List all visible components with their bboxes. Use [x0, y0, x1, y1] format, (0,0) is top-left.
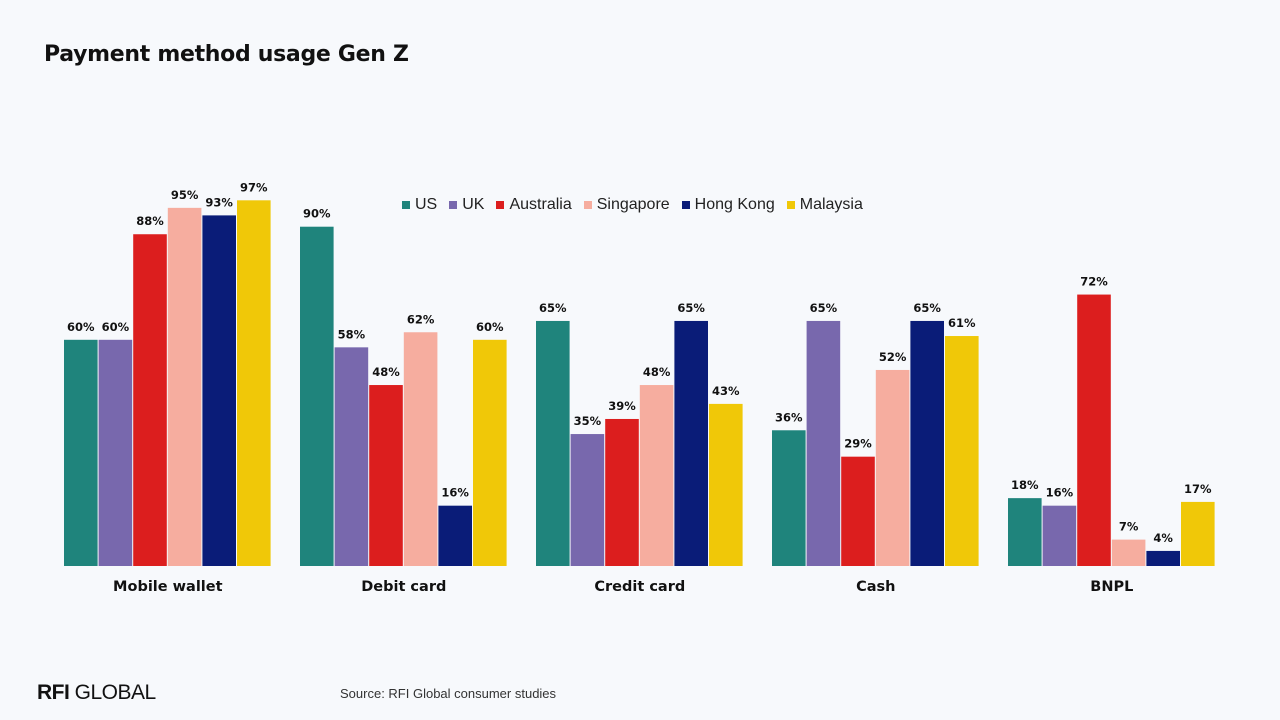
data-label: 61% — [948, 316, 976, 330]
data-label: 36% — [775, 410, 803, 424]
data-label: 43% — [712, 384, 740, 398]
chart-title: Payment method usage Gen Z — [44, 42, 409, 67]
bar-debit-card-us — [300, 226, 334, 566]
bar-debit-card-malaysia — [473, 339, 507, 566]
x-tick-label: Credit card — [594, 579, 685, 595]
bar-bnpl-hong-kong — [1146, 550, 1180, 566]
bar-cash-uk — [806, 320, 841, 566]
bar-mobile-wallet-australia — [133, 234, 167, 567]
bar-credit-card-uk — [570, 434, 605, 566]
legend-swatch — [583, 201, 592, 209]
bar-mobile-wallet-singapore — [167, 207, 202, 566]
bar-mobile-wallet-us — [64, 339, 98, 566]
bar-credit-card-singapore — [639, 385, 674, 566]
data-label: 29% — [844, 437, 872, 451]
data-label: 4% — [1153, 531, 1173, 545]
data-label: 97% — [240, 180, 268, 194]
bar-cash-malaysia — [945, 336, 979, 566]
legend-swatch — [496, 201, 505, 209]
x-tick-label: BNPL — [1090, 579, 1133, 595]
legend-swatch — [786, 201, 795, 209]
bar-mobile-wallet-malaysia — [237, 200, 271, 566]
data-label: 17% — [1184, 482, 1212, 496]
bar-cash-singapore — [875, 369, 910, 566]
legend-swatch — [681, 201, 690, 209]
data-label: 60% — [67, 320, 95, 334]
data-label: 35% — [574, 414, 602, 428]
data-label: 90% — [303, 207, 331, 221]
logo-bold-text: RFI — [37, 681, 70, 704]
legend-label: Hong Kong — [694, 196, 775, 213]
bar-debit-card-uk — [334, 347, 369, 566]
bar-credit-card-hong-kong — [674, 320, 708, 566]
data-label: 16% — [1046, 486, 1074, 500]
data-label: 18% — [1011, 478, 1039, 492]
bar-credit-card-malaysia — [709, 403, 743, 566]
legend-item: Hong Kong — [681, 196, 775, 214]
bar-cash-us — [772, 430, 806, 566]
bar-mobile-wallet-uk — [98, 339, 133, 566]
data-label: 65% — [677, 301, 705, 315]
data-label: 48% — [372, 365, 400, 379]
data-label: 52% — [879, 350, 907, 364]
data-label: 58% — [338, 327, 366, 341]
legend-swatch — [449, 201, 458, 209]
data-label: 16% — [441, 486, 469, 500]
data-label: 65% — [810, 301, 838, 315]
data-label: 48% — [643, 365, 671, 379]
data-label: 88% — [136, 214, 164, 228]
legend-item: Singapore — [583, 196, 670, 214]
bar-mobile-wallet-hong-kong — [202, 215, 236, 566]
bar-debit-card-singapore — [403, 332, 438, 566]
data-label: 65% — [539, 301, 567, 315]
data-label: 62% — [407, 312, 435, 326]
legend-label: Singapore — [596, 196, 670, 213]
rfi-global-logo: RFI GLOBAL — [37, 681, 156, 705]
bar-bnpl-malaysia — [1181, 501, 1215, 566]
data-label: 39% — [608, 399, 636, 413]
legend-label: Australia — [509, 196, 572, 213]
bar-credit-card-us — [536, 320, 570, 566]
bar-bnpl-australia — [1077, 294, 1111, 566]
data-label: 95% — [171, 188, 199, 202]
bar-bnpl-us — [1008, 498, 1042, 566]
bar-cash-australia — [841, 456, 875, 566]
legend-item: US — [402, 196, 437, 214]
bar-debit-card-hong-kong — [438, 505, 472, 566]
legend-item: Australia — [496, 196, 572, 214]
legend-label: US — [415, 196, 438, 213]
x-tick-label: Debit card — [361, 579, 446, 595]
source-note: Source: RFI Global consumer studies — [340, 686, 557, 701]
bar-bnpl-singapore — [1111, 539, 1146, 566]
legend-label: UK — [462, 196, 485, 213]
legend-label: Malaysia — [799, 196, 863, 213]
x-tick-label: Cash — [856, 579, 895, 595]
data-label: 72% — [1080, 275, 1108, 289]
bar-debit-card-australia — [369, 385, 403, 566]
bar-bnpl-uk — [1042, 505, 1077, 566]
bar-credit-card-australia — [605, 418, 639, 566]
data-label: 60% — [476, 320, 504, 334]
data-label: 93% — [205, 195, 233, 209]
bar-cash-hong-kong — [910, 320, 944, 566]
chart-legend: US UK Australia Singapore Hong Kong Malaysia — [402, 196, 875, 214]
legend-item: UK — [449, 196, 484, 214]
legend-item: Malaysia — [786, 196, 863, 214]
x-tick-label: Mobile wallet — [113, 579, 223, 595]
data-label: 65% — [913, 301, 941, 315]
data-label: 7% — [1119, 520, 1139, 534]
logo-text: GLOBAL — [74, 681, 157, 704]
legend-swatch — [402, 201, 410, 209]
data-label: 60% — [102, 320, 130, 334]
